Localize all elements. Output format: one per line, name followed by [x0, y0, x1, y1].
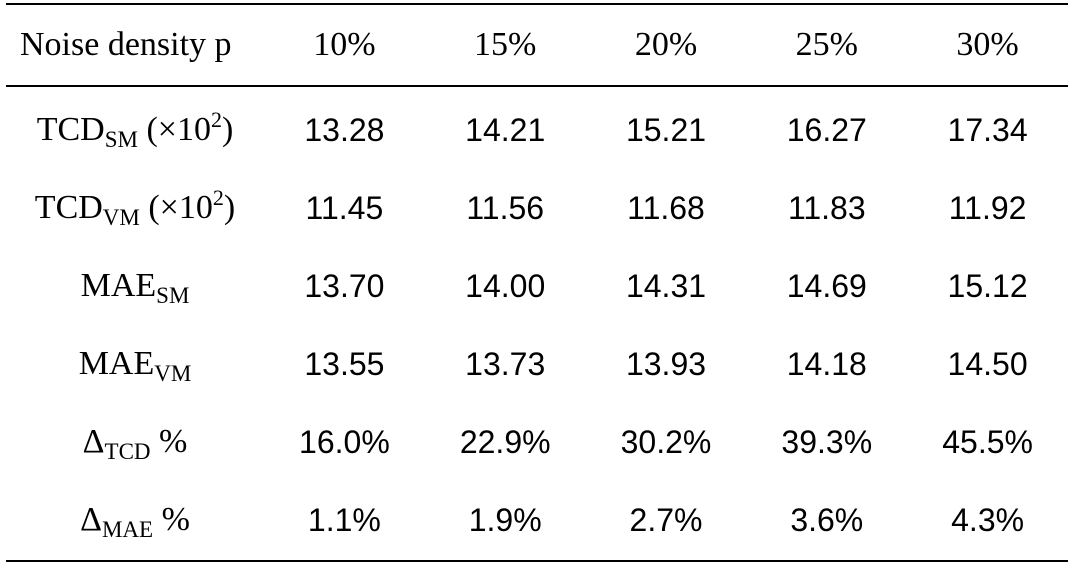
- row-label: MAESM: [80, 267, 190, 308]
- table-cell: 11.83: [787, 189, 866, 226]
- table-cell: 14.00: [465, 267, 546, 304]
- table-cell: 14.18: [786, 345, 867, 382]
- header-col-5: 30%: [956, 26, 1019, 63]
- table-cell: 3.6%: [790, 501, 864, 538]
- table-cell: 45.5%: [942, 423, 1033, 460]
- table-cell: 16.27: [786, 111, 867, 148]
- table-cell: 22.9%: [459, 423, 551, 460]
- table-cell: 15.12: [947, 267, 1028, 304]
- row-label: ΔTCD %: [82, 423, 188, 464]
- header-row: Noise density p 10% 15% 20% 25% 30%: [6, 5, 1068, 85]
- row-label: TCDVM (×102): [34, 185, 236, 230]
- table-cell: 30.2%: [620, 423, 712, 460]
- top-rule: [6, 3, 1068, 5]
- table-cell: 17.34: [947, 111, 1028, 148]
- table-cell: 16.0%: [299, 423, 390, 460]
- table-cell: 13.93: [625, 345, 707, 382]
- table-cell: 14.31: [625, 267, 707, 304]
- table-cell: 11.56: [466, 189, 545, 226]
- noise-density-table: Noise density p 10% 15% 20% 25% 30% TCDS…: [6, 5, 1068, 559]
- table-row: TCDVM (×102) 11.45 11.56 11.68 11.83 11.…: [6, 169, 1068, 247]
- table-row: TCDSM (×102) 13.28 14.21 15.21 16.27 17.…: [6, 85, 1068, 169]
- table-row: ΔMAE % 1.1% 1.9% 2.7% 3.6% 4.3%: [6, 481, 1068, 559]
- table-cell: 15.21: [625, 111, 707, 148]
- table-cell: 4.3%: [951, 501, 1025, 538]
- row-label: ΔMAE %: [80, 501, 190, 542]
- header-col-4: 25%: [795, 26, 858, 63]
- table-cell: 2.7%: [629, 501, 703, 538]
- table-cell: 1.1%: [307, 501, 381, 538]
- header-col-2: 15%: [474, 26, 537, 63]
- table-cell: 14.50: [947, 345, 1028, 382]
- header-col-1: 10%: [313, 26, 376, 63]
- table-cell: 13.73: [465, 345, 546, 382]
- table-cell: 14.69: [786, 267, 867, 304]
- bottom-rule: [6, 560, 1068, 562]
- table-cell: 11.45: [305, 189, 384, 226]
- row-label: TCDSM (×102): [36, 107, 234, 152]
- table-row: ΔTCD % 16.0% 22.9% 30.2% 39.3% 45.5%: [6, 403, 1068, 481]
- table-cell: 13.28: [304, 111, 385, 148]
- header-rule: [6, 85, 1068, 87]
- row-label: MAEVM: [78, 345, 192, 386]
- table-cell: 1.9%: [468, 501, 542, 538]
- header-label: Noise density p: [20, 26, 232, 63]
- table-cell: 11.68: [627, 189, 705, 226]
- table-cell: 14.21: [465, 111, 546, 148]
- table-row: MAEVM 13.55 13.73 13.93 14.18 14.50: [6, 325, 1068, 403]
- table-cell: 39.3%: [781, 423, 873, 460]
- table-cell: 13.55: [304, 345, 385, 382]
- table-cell: 13.70: [304, 267, 385, 304]
- header-col-3: 20%: [634, 26, 698, 63]
- table-row: MAESM 13.70 14.00 14.31 14.69 15.12: [6, 247, 1068, 325]
- table-cell: 11.92: [948, 189, 1027, 226]
